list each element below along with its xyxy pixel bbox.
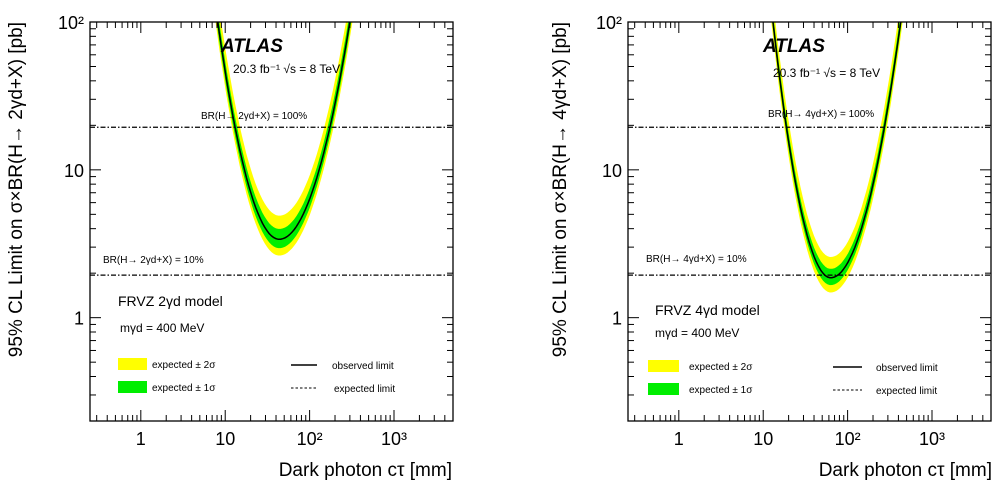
model-label: FRVZ 4γd model <box>655 302 760 318</box>
x-tick-label: 10² <box>297 429 323 449</box>
legend-swatch-1sigma <box>118 381 147 393</box>
y-tick-label: 1 <box>612 309 622 329</box>
x-tick-label: 1 <box>136 429 146 449</box>
chart-panel-left: 1 10 10² 10³ 1 10 10² ATLAS 20.3 fb⁻¹ √s = 8 T… <box>6 13 454 481</box>
lumi-energy-label: 20.3 fb⁻¹ √s = 8 TeV <box>233 62 340 76</box>
plot-frame <box>89 21 454 422</box>
legend-label-2sigma: expected ± 2σ <box>152 360 216 371</box>
mass-label: mγd = 400 MeV <box>655 326 739 340</box>
atlas-title: ATLAS <box>762 36 825 57</box>
chart-panel-right: 1 10 10² 10³ 1 10 10² ATLAS 20.3 fb⁻¹ √s = 8 T… <box>550 13 992 481</box>
br-100-label: BR(H→ 4γd+X) = 100% <box>768 109 874 120</box>
x-tick-label: 10 <box>753 429 773 449</box>
expected-1sigma-band <box>772 22 902 286</box>
legend-label-expected: expected limit <box>334 384 395 395</box>
legend-label-2sigma: expected ± 2σ <box>689 362 753 373</box>
br-10-label: BR(H→ 4γd+X) = 10% <box>646 254 747 265</box>
x-tick-label: 10 <box>215 429 235 449</box>
legend: expected ± 2σ expected ± 1σ observed lim… <box>118 358 395 395</box>
y-tick-label: 1 <box>74 309 84 329</box>
legend: expected ± 2σ expected ± 1σ observed lim… <box>648 360 938 397</box>
legend-label-1sigma: expected ± 1σ <box>689 385 753 396</box>
y-tick-label: 10 <box>602 161 622 181</box>
atlas-title: ATLAS <box>220 36 283 57</box>
model-label: FRVZ 2γd model <box>118 293 223 309</box>
legend-label-1sigma: expected ± 1σ <box>152 383 216 394</box>
x-axis-title: Dark photon cτ [mm] <box>819 460 992 481</box>
observed-limit-line <box>772 22 902 279</box>
y-axis-title: 95% CL Limit on σ×BR(H→ 2γd+X) [pb] <box>6 22 27 357</box>
x-axis-title: Dark photon cτ [mm] <box>279 460 452 481</box>
observed-limit-line <box>217 22 351 241</box>
y-tick-label: 10 <box>64 161 84 181</box>
x-tick-label: 10³ <box>919 429 945 449</box>
y-tick-label: 10² <box>58 13 84 33</box>
mass-label: mγd = 400 MeV <box>120 321 204 335</box>
legend-label-observed: observed limit <box>332 361 394 372</box>
legend-label-expected: expected limit <box>876 386 937 397</box>
br-10-label: BR(H→ 2γd+X) = 10% <box>103 255 204 266</box>
x-tick-label: 10² <box>835 429 861 449</box>
y-tick-label: 10² <box>596 13 622 33</box>
plot-frame <box>627 21 992 422</box>
x-tick-label: 1 <box>674 429 684 449</box>
legend-label-observed: observed limit <box>876 363 938 374</box>
y-axis-title: 95% CL Limit on σ×BR(H→ 4γd+X) [pb] <box>550 22 571 357</box>
br-100-label: BR(H→ 2γd+X) = 100% <box>201 111 307 122</box>
legend-swatch-2sigma <box>118 358 147 370</box>
x-tick-label: 10³ <box>381 429 407 449</box>
legend-swatch-2sigma <box>648 360 679 372</box>
legend-swatch-1sigma <box>648 383 679 395</box>
lumi-energy-label: 20.3 fb⁻¹ √s = 8 TeV <box>773 66 880 80</box>
